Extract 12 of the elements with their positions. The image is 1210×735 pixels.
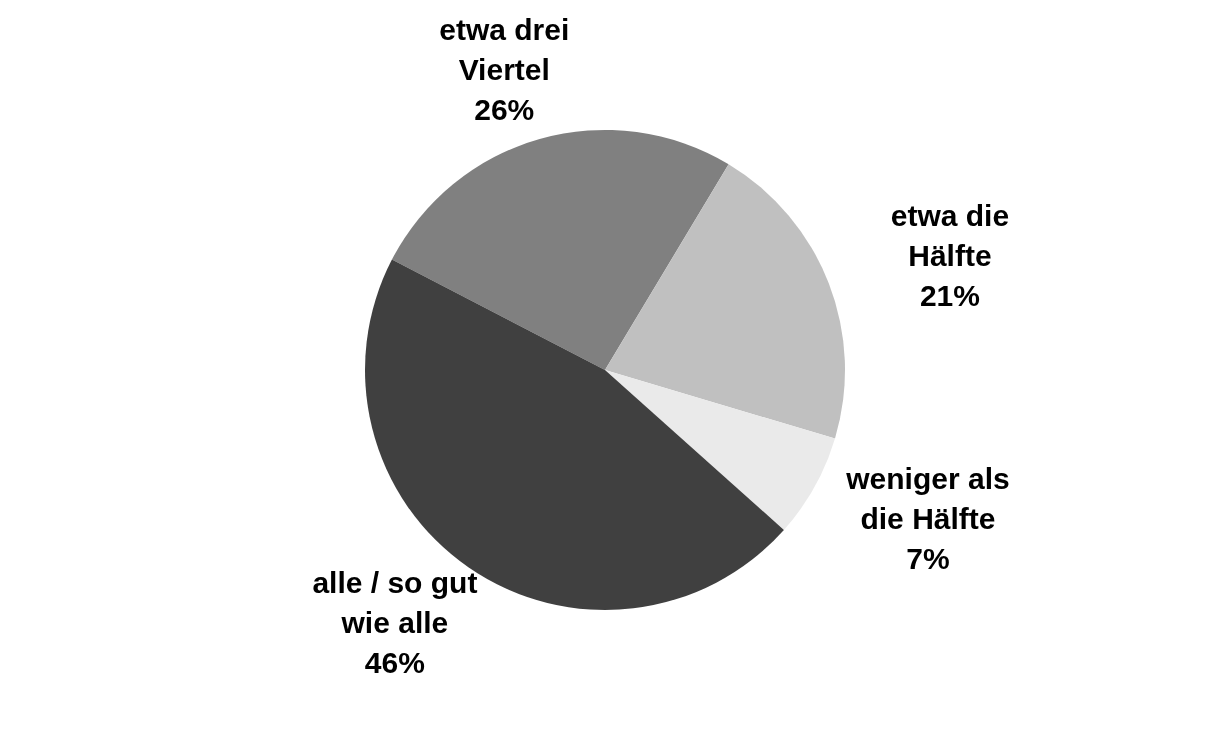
slice-label: alle / so gut wie alle xyxy=(312,566,478,640)
slice-label: etwa die Hälfte xyxy=(890,198,1010,272)
pie-slice xyxy=(365,259,784,610)
pie-slice xyxy=(391,130,729,370)
pie-slice xyxy=(605,164,845,439)
data-label: 26% xyxy=(474,92,535,126)
data-label: 7% xyxy=(906,542,950,576)
slice-label: etwa drei Viertel xyxy=(439,12,570,86)
pie-slice xyxy=(605,370,835,530)
slice-label: weniger als die Hälfte xyxy=(845,462,1010,536)
data-label: 46% xyxy=(364,646,425,680)
data-label: 21% xyxy=(919,278,980,312)
